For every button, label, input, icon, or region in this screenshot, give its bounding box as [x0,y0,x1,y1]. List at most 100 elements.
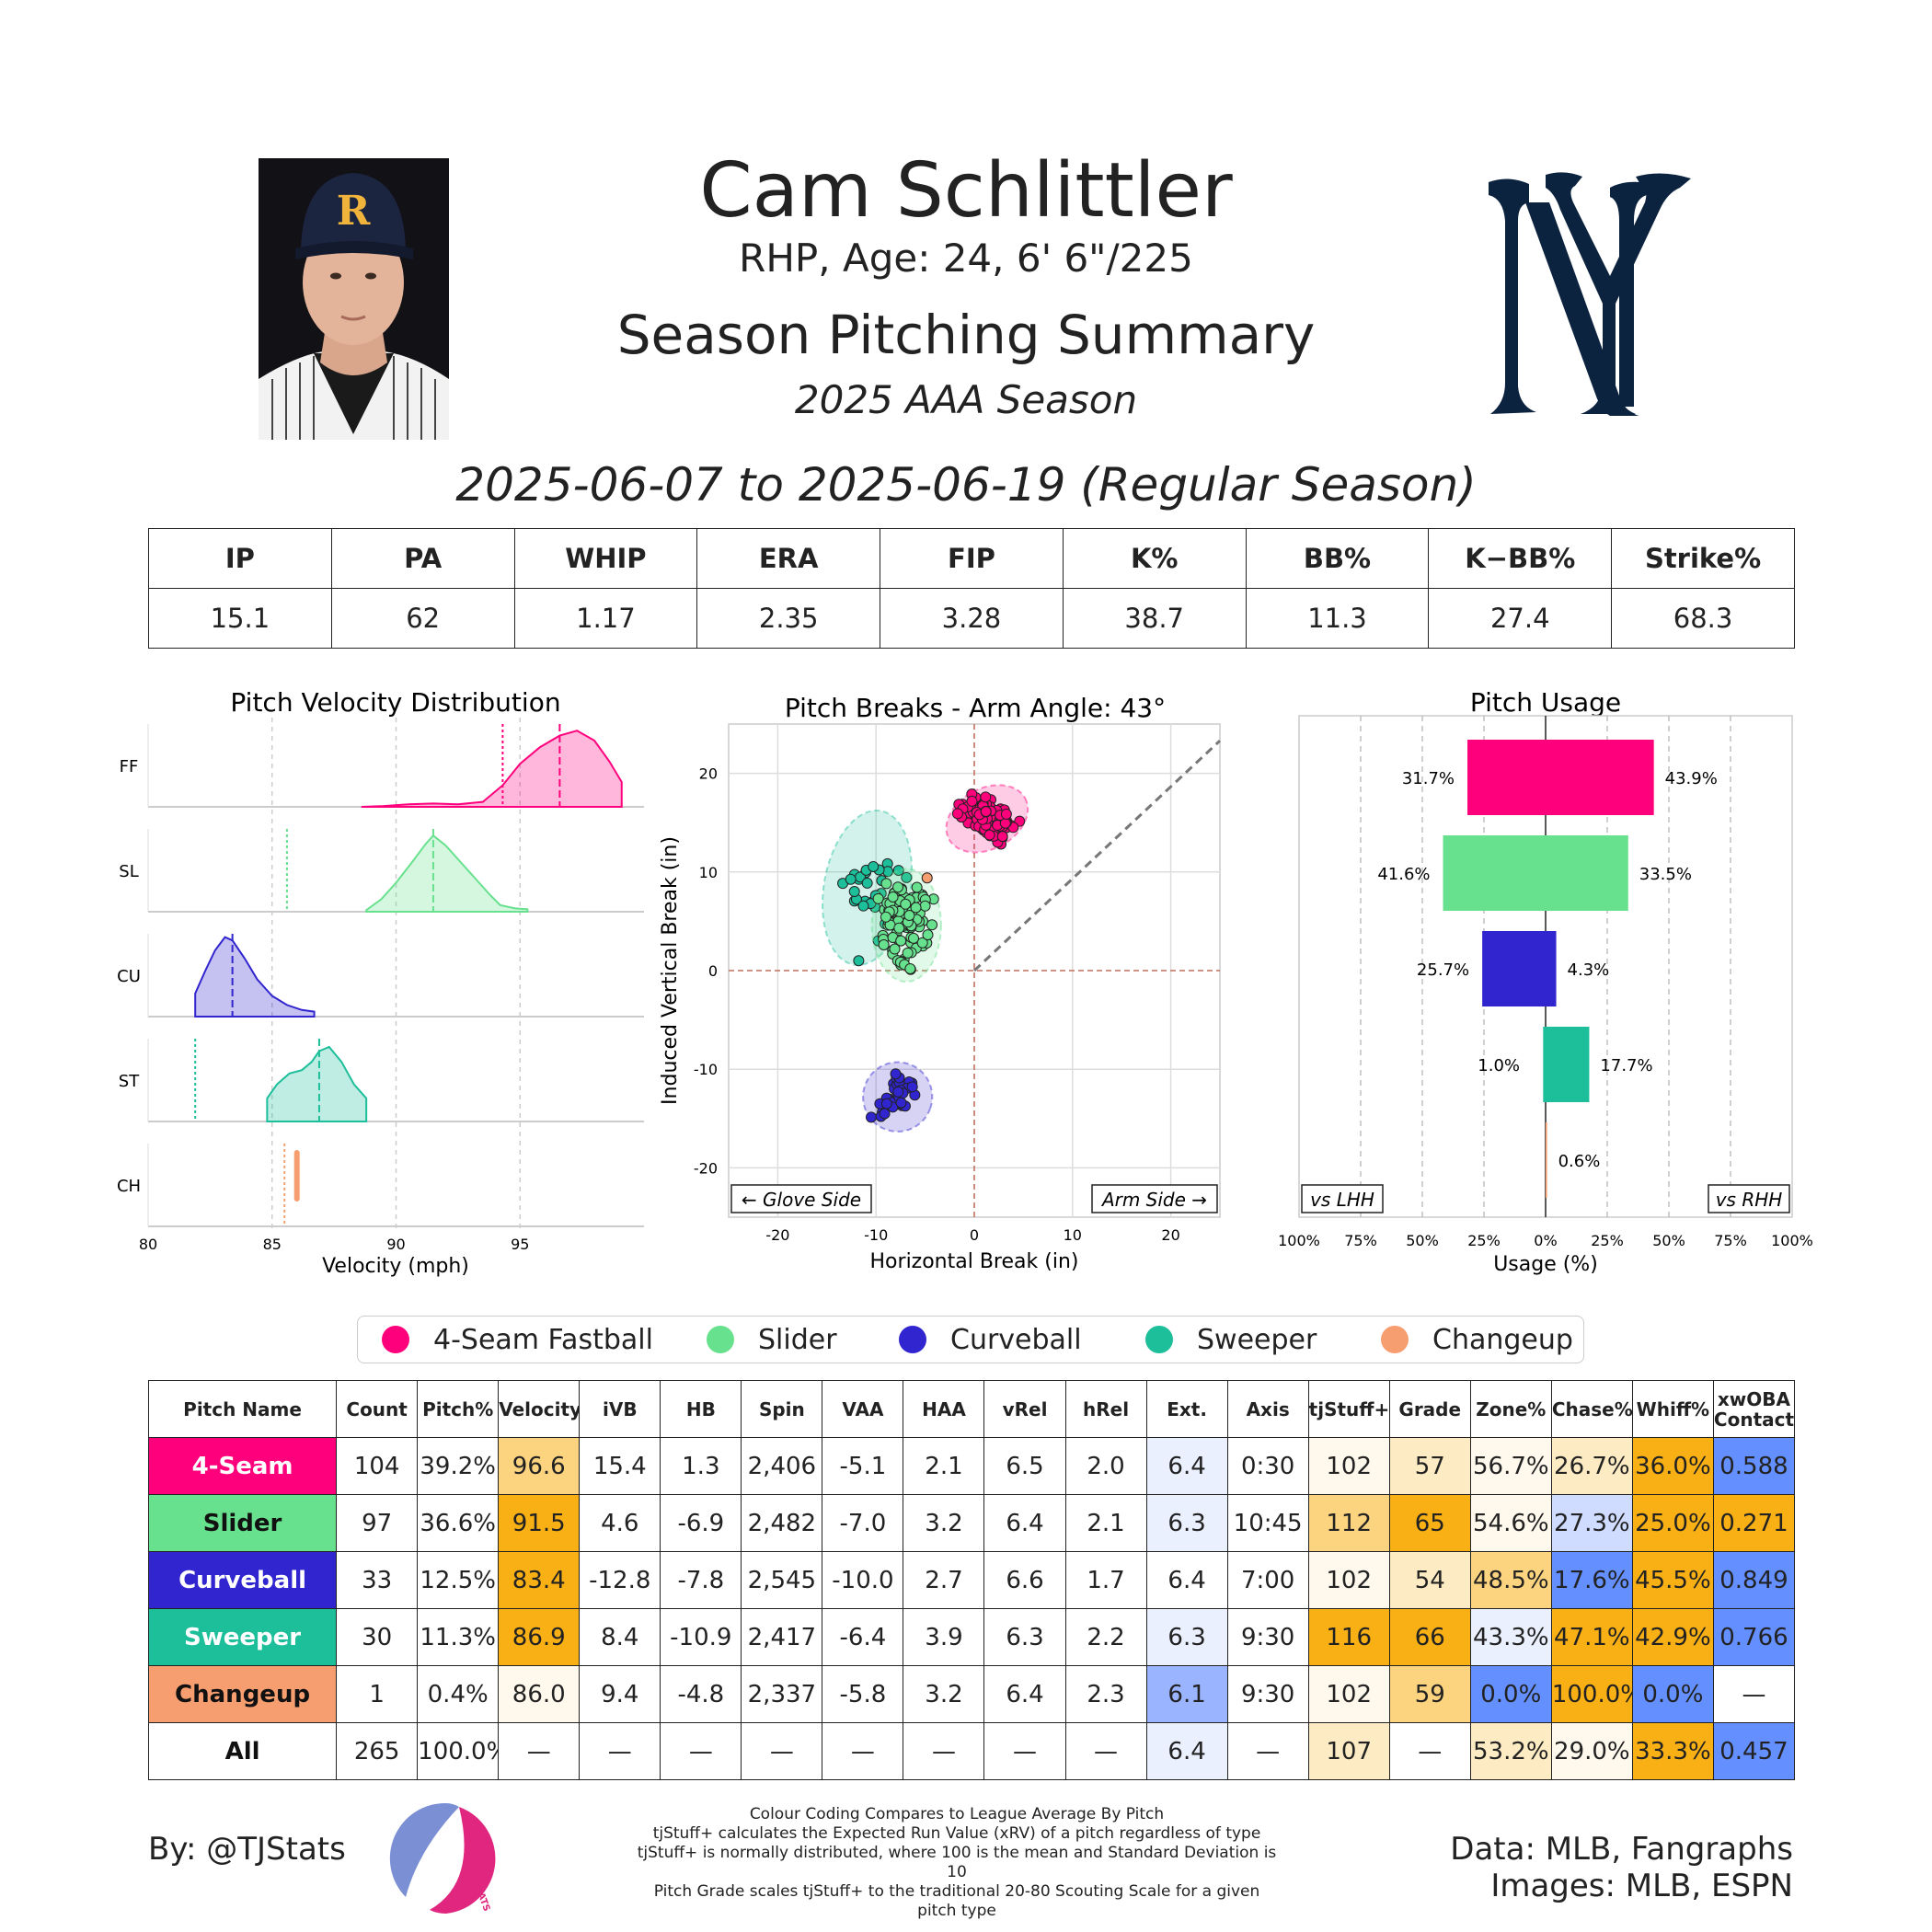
pitch-metric-cell: 9:30 [1226,1608,1309,1666]
legend-item-CU: Curveball [899,1317,1082,1363]
pitch-table-header: hRel [1064,1380,1147,1438]
report-title: Season Pitching Summary [616,304,1316,366]
footnote-line: Colour Coding Compares to League Average… [749,1805,1165,1823]
pitch-metric-cell: — [822,1722,904,1780]
pitch-name-cell: Sweeper [147,1608,338,1666]
velocity-density-ST [266,1045,368,1122]
pitch-metric-cell: 2,545 [741,1551,823,1609]
usage-tick: 25% [1467,1232,1501,1249]
pitch-metric-cell: 9.4 [579,1665,661,1723]
stat-header: PA [330,528,515,589]
pitch-metric-cell: 6.3 [1145,1608,1228,1666]
arm-angle-line [972,739,1222,972]
pitch-metric-cell: 0:30 [1226,1437,1309,1495]
break-point-SL [878,939,890,951]
pitch-metric-cell: 65 [1388,1494,1471,1552]
break-point-ST [853,955,865,967]
stat-header: Strike% [1611,528,1795,589]
usage-tick: 75% [1344,1232,1377,1249]
ridge-label-CU: CU [117,967,141,986]
pitch-metric-cell: 2.7 [903,1551,985,1609]
byline: By: @TJStats [148,1831,346,1868]
pitch-row: Changeup 1 0.4% 86.0 9.4 -4.8 2,337 -5.8 3.2 6.4 2… [147,1665,1796,1723]
pitch-name-cell: All [147,1722,338,1780]
break-ytick: -20 [694,1159,718,1177]
pitch-metric-cell: 8.4 [579,1608,661,1666]
usage-label-lhh: 41.6% [1377,865,1430,884]
pitch-metric-cell: — [579,1722,661,1780]
break-point-SL [910,902,922,914]
pitch-metric-cell: — [498,1722,581,1780]
pitch-table-header: HB [660,1380,742,1438]
pitch-table-header: Pitch Name [147,1380,338,1438]
pitch-metric-cell: 0.457 [1712,1722,1796,1780]
legend-label: Curveball [950,1323,1082,1356]
break-point-CH [921,872,933,884]
pitch-row: 4-Seam 104 39.2% 96.6 15.4 1.3 2,406 -5.1 2.1 6.5… [147,1437,1796,1495]
legend-item-CH: Changeup [1381,1317,1573,1363]
pitch-table-header: Velocity [498,1380,581,1438]
pitch-table-header: vRel [983,1380,1066,1438]
legend-label: 4-Seam Fastball [433,1323,653,1356]
pitch-metric-cell: 2,482 [741,1494,823,1552]
usage-label-rhh: 17.7% [1600,1056,1652,1075]
pitch-metric-cell: 1.7 [1064,1551,1147,1609]
pitch-metric-cell: — [983,1722,1066,1780]
pitch-metric-cell: — [903,1722,985,1780]
pitch-metric-cell: 56.7% [1469,1437,1552,1495]
usage-bar-lhh-ST [1543,1027,1546,1102]
pitch-metric-cell: 6.4 [983,1665,1066,1723]
pitch-metric-cell: 102 [1307,1551,1390,1609]
pitch-metric-cell: 59 [1388,1665,1471,1723]
usage-bar-rhh-SL [1546,835,1628,911]
break-point-CU [880,1098,892,1110]
pitch-metric-cell: 96.6 [498,1437,581,1495]
pitch-metric-cell: 116 [1307,1608,1390,1666]
pitch-metric-cell: -4.8 [660,1665,742,1723]
pitch-table-header: Axis [1226,1380,1309,1438]
stat-value: 27.4 [1428,588,1613,649]
pitch-metric-cell: 54.6% [1469,1494,1552,1552]
legend-marker [382,1326,409,1353]
arm-side-box [1091,1184,1218,1213]
pitch-table-header: Pitch% [417,1380,500,1438]
pitch-metric-cell: — [1712,1665,1796,1723]
pitch-metric-cell: 0.0% [1631,1665,1714,1723]
pitch-metric-cell: — [1226,1722,1309,1780]
break-xtick: -20 [765,1226,789,1244]
break-xlabel: Horizontal Break (in) [870,1250,1079,1273]
pitch-metric-cell: 6.6 [983,1551,1066,1609]
pitch-metric-cell: 43.3% [1469,1608,1552,1666]
pitch-metric-cell: 47.1% [1550,1608,1633,1666]
pitch-metric-cell: 6.4 [1145,1722,1228,1780]
pitch-metric-cell: 48.5% [1469,1551,1552,1609]
pitch-metric-cell: 102 [1307,1665,1390,1723]
pitch-metric-cell: -10.9 [660,1608,742,1666]
pitch-table-header: tjStuff+ [1307,1380,1390,1438]
pitch-metric-cell: 25.0% [1631,1494,1714,1552]
pitch-metric-cell: 83.4 [498,1551,581,1609]
break-point-FF [980,806,992,818]
pitch-metric-cell: 57 [1388,1437,1471,1495]
date-range: 2025-06-07 to 2025-06-19 (Regular Season… [455,458,1477,512]
cap-logo-letter: R [337,188,371,235]
pitch-row: All265100.0%————————6.4—107—53.2%29.0%33… [147,1722,1796,1780]
pitch-metric-cell: 97 [336,1494,419,1552]
player-bio: RHP, Age: 24, 6' 6"/225 [739,236,1193,281]
footnote-line: tjStuff+ calculates the Expected Run Val… [652,1824,1261,1843]
break-point-SL [880,878,892,890]
pitch-metric-cell: -5.1 [822,1437,904,1495]
pitch-table-header: HAA [903,1380,985,1438]
break-point-SL [926,919,938,931]
break-xtick: 10 [1064,1226,1082,1244]
velocity-density-SL [365,834,529,913]
break-point-FF [966,795,978,807]
pitch-metric-cell: 6.4 [1145,1437,1228,1495]
pitch-metric-cell: 12.5% [417,1551,500,1609]
break-point-ST [868,860,880,872]
season-label: 2025 AAA Season [794,377,1138,422]
pitch-metric-cell: 6.3 [1145,1494,1228,1552]
pitch-metric-cell: 102 [1307,1437,1390,1495]
pitch-name-cell: Curveball [147,1551,338,1609]
pitch-metric-cell: 0.588 [1712,1437,1796,1495]
